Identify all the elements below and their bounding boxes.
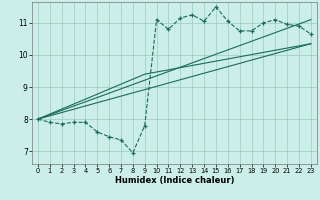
X-axis label: Humidex (Indice chaleur): Humidex (Indice chaleur) bbox=[115, 176, 234, 185]
